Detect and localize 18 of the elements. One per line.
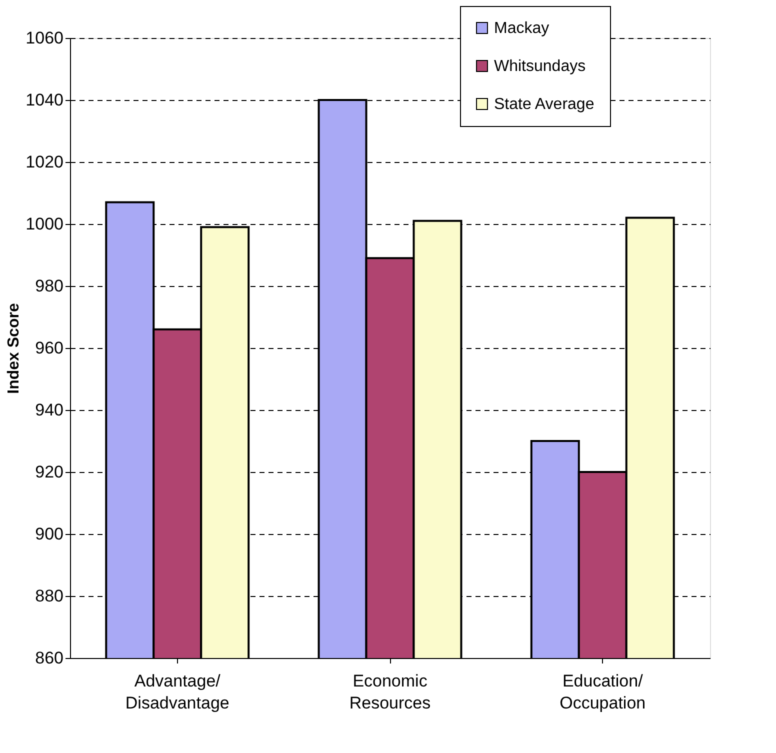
y-tick-label: 920: [35, 462, 64, 482]
y-tick-label: 900: [35, 524, 64, 544]
legend-label: Whitsundays: [494, 58, 586, 75]
x-tick-label: Economic Resources: [349, 672, 431, 712]
y-tick-label: 1000: [26, 214, 64, 234]
y-tick-label: 980: [35, 276, 64, 296]
y-tick-label: 1060: [26, 28, 64, 48]
y-axis-title: Index Score: [6, 303, 23, 394]
y-tick-label: 960: [35, 338, 64, 358]
legend-label: State Average: [494, 96, 594, 113]
y-tick-label: 1020: [26, 152, 64, 172]
legend-label: Mackay: [494, 20, 550, 37]
y-tick-label: 940: [35, 400, 64, 420]
y-tick-label: 1040: [26, 90, 64, 110]
x-tick-label: Advantage/ Disadvantage: [125, 672, 230, 712]
y-tick-label: 860: [35, 648, 64, 668]
y-tick-label: 880: [35, 586, 64, 606]
x-tick-label: Education/ Occupation: [560, 672, 646, 712]
